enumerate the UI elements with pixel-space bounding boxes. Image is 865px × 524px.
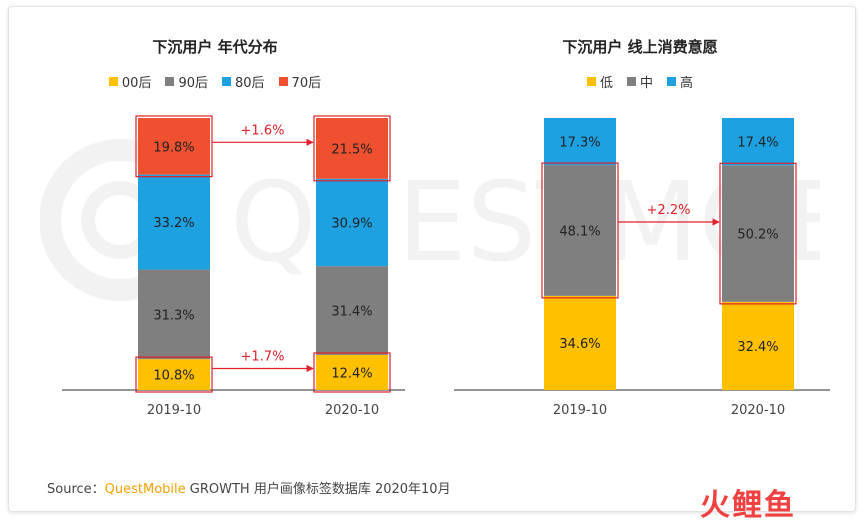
bar-segment bbox=[316, 118, 388, 179]
change-label: +2.2% bbox=[647, 203, 691, 218]
x-tick-label: 2020-10 bbox=[731, 403, 785, 418]
plot-area: 34.6% 48.1% 17.3% 2019-10 32.4% 50.2% 17.4% 202… bbox=[454, 118, 830, 418]
bar-segment bbox=[544, 295, 616, 390]
legend-swatch bbox=[278, 77, 288, 86]
data-label: 33.2% bbox=[153, 216, 194, 231]
source-footer: Source：QuestMobile GROWTH 用户画像标签数据库 2020… bbox=[47, 478, 451, 497]
x-tick-label: 2019-10 bbox=[553, 403, 607, 418]
bar-segment bbox=[316, 266, 388, 355]
legend-swatch bbox=[626, 77, 636, 86]
legend-item: 90后 bbox=[165, 72, 208, 91]
legend-item: 00后 bbox=[108, 72, 152, 91]
change-label: +1.7% bbox=[241, 349, 285, 364]
brand-logo: 火鲤鱼 bbox=[700, 488, 796, 523]
data-label: 10.8% bbox=[153, 369, 194, 384]
highlight-box bbox=[541, 162, 619, 299]
bar-segment bbox=[138, 359, 210, 390]
legend-label: 80后 bbox=[235, 76, 265, 91]
legend-item: 低 bbox=[586, 72, 613, 91]
legend-swatch bbox=[108, 77, 118, 86]
legend-item: 高 bbox=[667, 72, 693, 91]
data-label: 31.3% bbox=[153, 308, 194, 323]
source-suffix: GROWTH 用户画像标签数据库 2020年10月 bbox=[185, 482, 451, 497]
age-distribution-chart: 下沉用户 年代分布 00后 90后 80后 70后 10.8% 31.3% 33.2% 19… bbox=[0, 0, 430, 430]
plot-area: 10.8% 31.3% 33.2% 19.8% 2019-10 12.4% 31.4% 30.… bbox=[62, 115, 405, 418]
bar-segment bbox=[138, 174, 210, 270]
legend-label: 高 bbox=[680, 76, 694, 91]
bar-segment bbox=[316, 354, 388, 390]
legend-label: 90后 bbox=[178, 76, 208, 91]
chart-title: 下沉用户 线上消费意愿 bbox=[562, 38, 718, 56]
highlight-box bbox=[135, 356, 213, 393]
consumption-willingness-chart: 下沉用户 线上消费意愿 低 中 高 34.6% 48.1% 17.3% 2019-10 32… bbox=[440, 0, 840, 430]
bar-segment bbox=[722, 165, 794, 302]
legend-label: 00后 bbox=[121, 76, 152, 91]
data-label: 12.4% bbox=[331, 366, 372, 381]
bar-segment bbox=[544, 165, 616, 296]
bar-segment bbox=[138, 269, 210, 360]
source-prefix: Source： bbox=[47, 482, 105, 497]
legend: 低中高 bbox=[440, 72, 840, 91]
change-label: +1.6% bbox=[241, 123, 285, 138]
highlight-box bbox=[313, 352, 391, 393]
legend-swatch bbox=[586, 77, 596, 86]
x-tick-label: 2020-10 bbox=[325, 403, 379, 418]
legend-label: 70后 bbox=[291, 76, 322, 91]
data-label: 48.1% bbox=[559, 224, 600, 239]
chart-title: 下沉用户 年代分布 bbox=[152, 38, 278, 56]
bar-segment bbox=[544, 118, 616, 166]
legend-label: 中 bbox=[639, 76, 653, 91]
legend-swatch bbox=[667, 77, 676, 86]
source-brand: QuestMobile bbox=[104, 482, 186, 497]
bar-segment bbox=[722, 301, 794, 390]
legend-item: 中 bbox=[626, 72, 653, 91]
legend-item: 70后 bbox=[278, 72, 322, 91]
highlight-box bbox=[135, 115, 213, 178]
bar-segment bbox=[316, 178, 388, 267]
bar-segment bbox=[138, 118, 210, 175]
data-label: 17.4% bbox=[737, 136, 778, 151]
highlight-box bbox=[719, 162, 797, 305]
legend-swatch bbox=[165, 77, 175, 86]
data-label: 17.3% bbox=[559, 136, 600, 151]
legend-swatch bbox=[222, 77, 231, 86]
data-label: 30.9% bbox=[331, 216, 372, 231]
data-label: 34.6% bbox=[559, 337, 600, 352]
data-label: 50.2% bbox=[737, 228, 778, 243]
bar-segment bbox=[722, 118, 794, 166]
legend-label: 低 bbox=[599, 76, 613, 91]
data-label: 19.8% bbox=[153, 140, 194, 155]
data-label: 31.4% bbox=[331, 305, 372, 320]
legend: 00后 90后 80后 70后 bbox=[0, 72, 430, 91]
legend-item: 80后 bbox=[222, 72, 265, 91]
highlight-box bbox=[313, 115, 391, 182]
x-tick-label: 2019-10 bbox=[147, 403, 201, 418]
data-label: 21.5% bbox=[331, 142, 372, 157]
data-label: 32.4% bbox=[737, 340, 778, 355]
